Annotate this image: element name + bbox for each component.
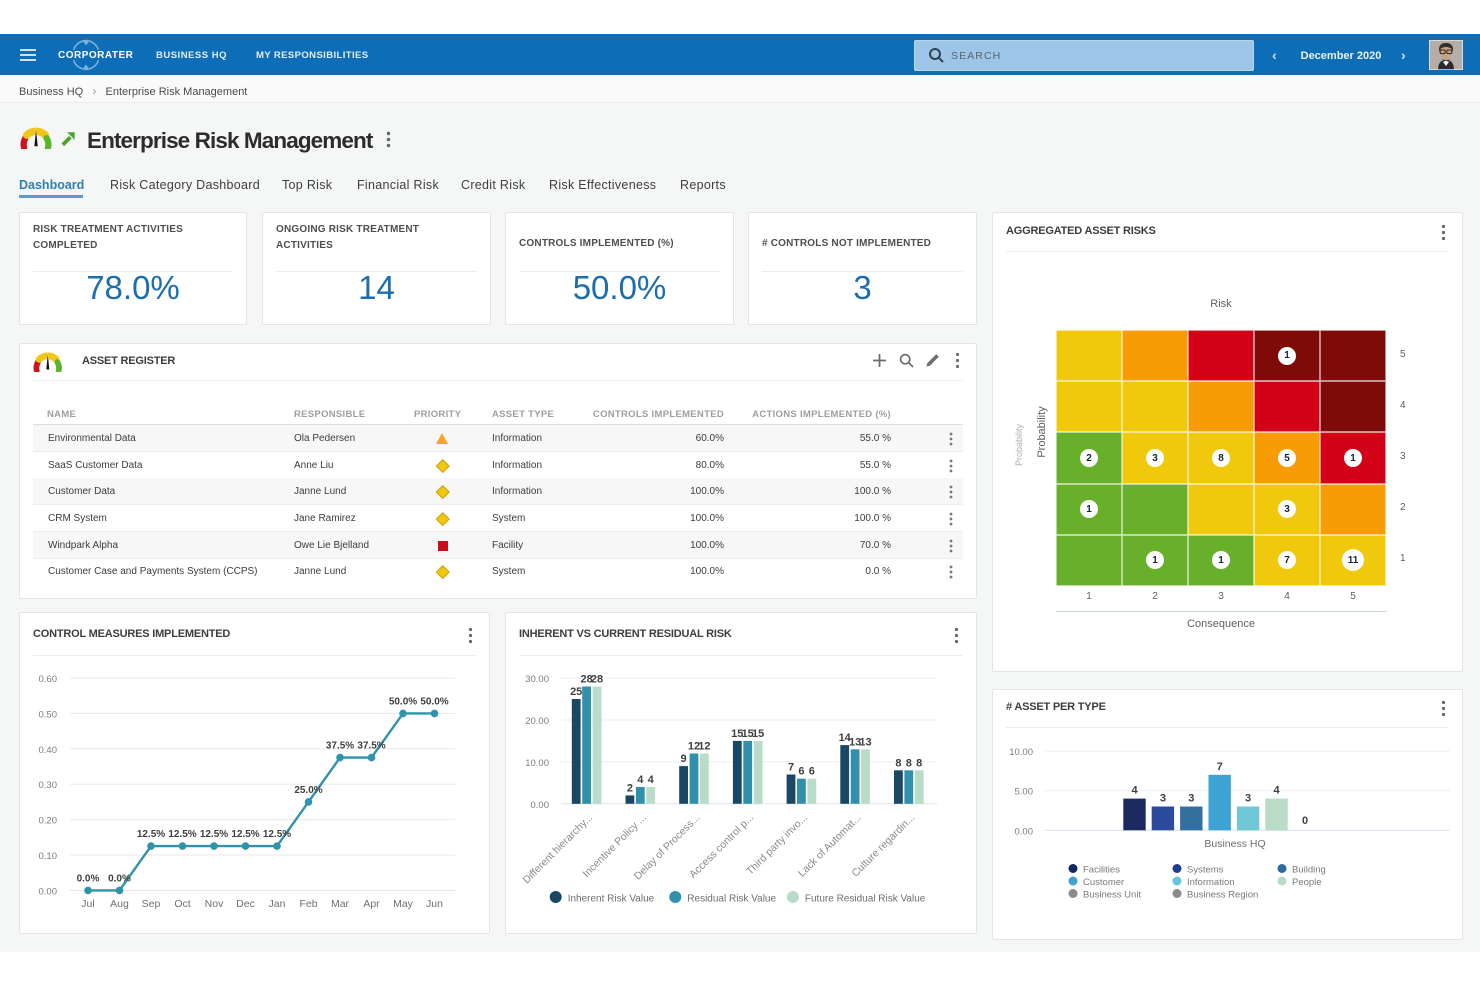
svg-text:9: 9 (681, 753, 687, 765)
svg-text:0.00: 0.00 (531, 800, 550, 811)
svg-text:12.5%: 12.5% (231, 829, 259, 840)
svg-text:50.0%: 50.0% (420, 696, 448, 707)
svg-text:0.0%: 0.0% (77, 873, 100, 884)
svg-text:12.5%: 12.5% (137, 829, 165, 840)
svg-text:5.00: 5.00 (1015, 787, 1034, 798)
svg-text:Business Region: Business Region (1187, 890, 1258, 901)
svg-text:4: 4 (648, 774, 655, 786)
svg-text:Building: Building (1292, 865, 1326, 876)
svg-text:4: 4 (1273, 785, 1280, 797)
svg-text:0.0%: 0.0% (108, 873, 131, 884)
svg-text:0.10: 0.10 (39, 851, 58, 862)
svg-text:28: 28 (580, 674, 592, 686)
svg-text:13: 13 (859, 736, 871, 748)
svg-text:8: 8 (895, 757, 901, 769)
svg-text:12.5%: 12.5% (168, 829, 196, 840)
svg-text:Customer: Customer (1083, 877, 1124, 888)
svg-text:Dec: Dec (236, 898, 255, 910)
svg-text:Aug: Aug (110, 898, 129, 910)
svg-text:0.50: 0.50 (39, 709, 58, 720)
svg-text:10.00: 10.00 (1009, 747, 1033, 758)
svg-text:Information: Information (1187, 877, 1235, 888)
svg-text:Jul: Jul (81, 898, 94, 910)
svg-text:0: 0 (1302, 815, 1308, 827)
svg-text:Mar: Mar (331, 898, 350, 910)
svg-text:7: 7 (788, 762, 794, 774)
svg-text:Residual Risk Value: Residual Risk Value (687, 894, 776, 905)
svg-text:Systems: Systems (1187, 865, 1224, 876)
svg-text:8: 8 (906, 757, 912, 769)
svg-text:15: 15 (742, 728, 754, 740)
svg-text:12.5%: 12.5% (263, 829, 291, 840)
svg-text:12: 12 (688, 741, 700, 753)
svg-text:0.30: 0.30 (39, 780, 58, 791)
svg-text:25: 25 (570, 686, 582, 698)
svg-text:3: 3 (1160, 793, 1166, 805)
svg-text:37.5%: 37.5% (326, 741, 354, 752)
svg-text:7: 7 (1217, 761, 1223, 773)
svg-text:Jan: Jan (269, 898, 286, 910)
svg-text:People: People (1292, 877, 1322, 888)
svg-text:Future Residual Risk Value: Future Residual Risk Value (805, 894, 926, 905)
svg-text:15: 15 (752, 728, 764, 740)
svg-text:0.00: 0.00 (39, 886, 58, 897)
svg-text:3: 3 (1245, 793, 1251, 805)
svg-text:37.5%: 37.5% (357, 741, 385, 752)
svg-text:30.00: 30.00 (525, 674, 549, 685)
svg-text:0.60: 0.60 (39, 674, 58, 685)
svg-text:20.00: 20.00 (525, 716, 549, 727)
svg-text:2: 2 (627, 782, 633, 794)
svg-text:Apr: Apr (363, 898, 380, 910)
svg-text:4: 4 (637, 774, 644, 786)
svg-text:28: 28 (591, 674, 603, 686)
svg-text:15: 15 (731, 728, 743, 740)
svg-text:Sep: Sep (142, 898, 161, 910)
svg-text:14: 14 (839, 732, 852, 744)
svg-text:3: 3 (1188, 793, 1194, 805)
svg-text:6: 6 (798, 766, 804, 778)
svg-text:May: May (393, 898, 414, 910)
svg-text:6: 6 (809, 766, 815, 778)
svg-text:25.0%: 25.0% (294, 785, 322, 796)
svg-text:8: 8 (916, 757, 922, 769)
svg-text:50.0%: 50.0% (389, 696, 417, 707)
svg-text:Oct: Oct (174, 898, 190, 910)
svg-text:13: 13 (849, 736, 861, 748)
svg-text:Inherent Risk Value: Inherent Risk Value (568, 894, 655, 905)
svg-text:Nov: Nov (205, 898, 224, 910)
svg-text:12: 12 (698, 741, 710, 753)
svg-text:0.40: 0.40 (39, 745, 58, 756)
svg-text:4: 4 (1131, 785, 1138, 797)
svg-text:Feb: Feb (299, 898, 317, 910)
svg-text:0.00: 0.00 (1015, 826, 1034, 837)
svg-text:Business HQ: Business HQ (1204, 838, 1265, 850)
svg-text:Business Unit: Business Unit (1083, 890, 1141, 901)
svg-text:Jun: Jun (426, 898, 443, 910)
svg-text:0.20: 0.20 (39, 816, 58, 827)
svg-text:Facilities: Facilities (1083, 865, 1120, 876)
svg-text:12.5%: 12.5% (200, 829, 228, 840)
svg-text:10.00: 10.00 (525, 758, 549, 769)
